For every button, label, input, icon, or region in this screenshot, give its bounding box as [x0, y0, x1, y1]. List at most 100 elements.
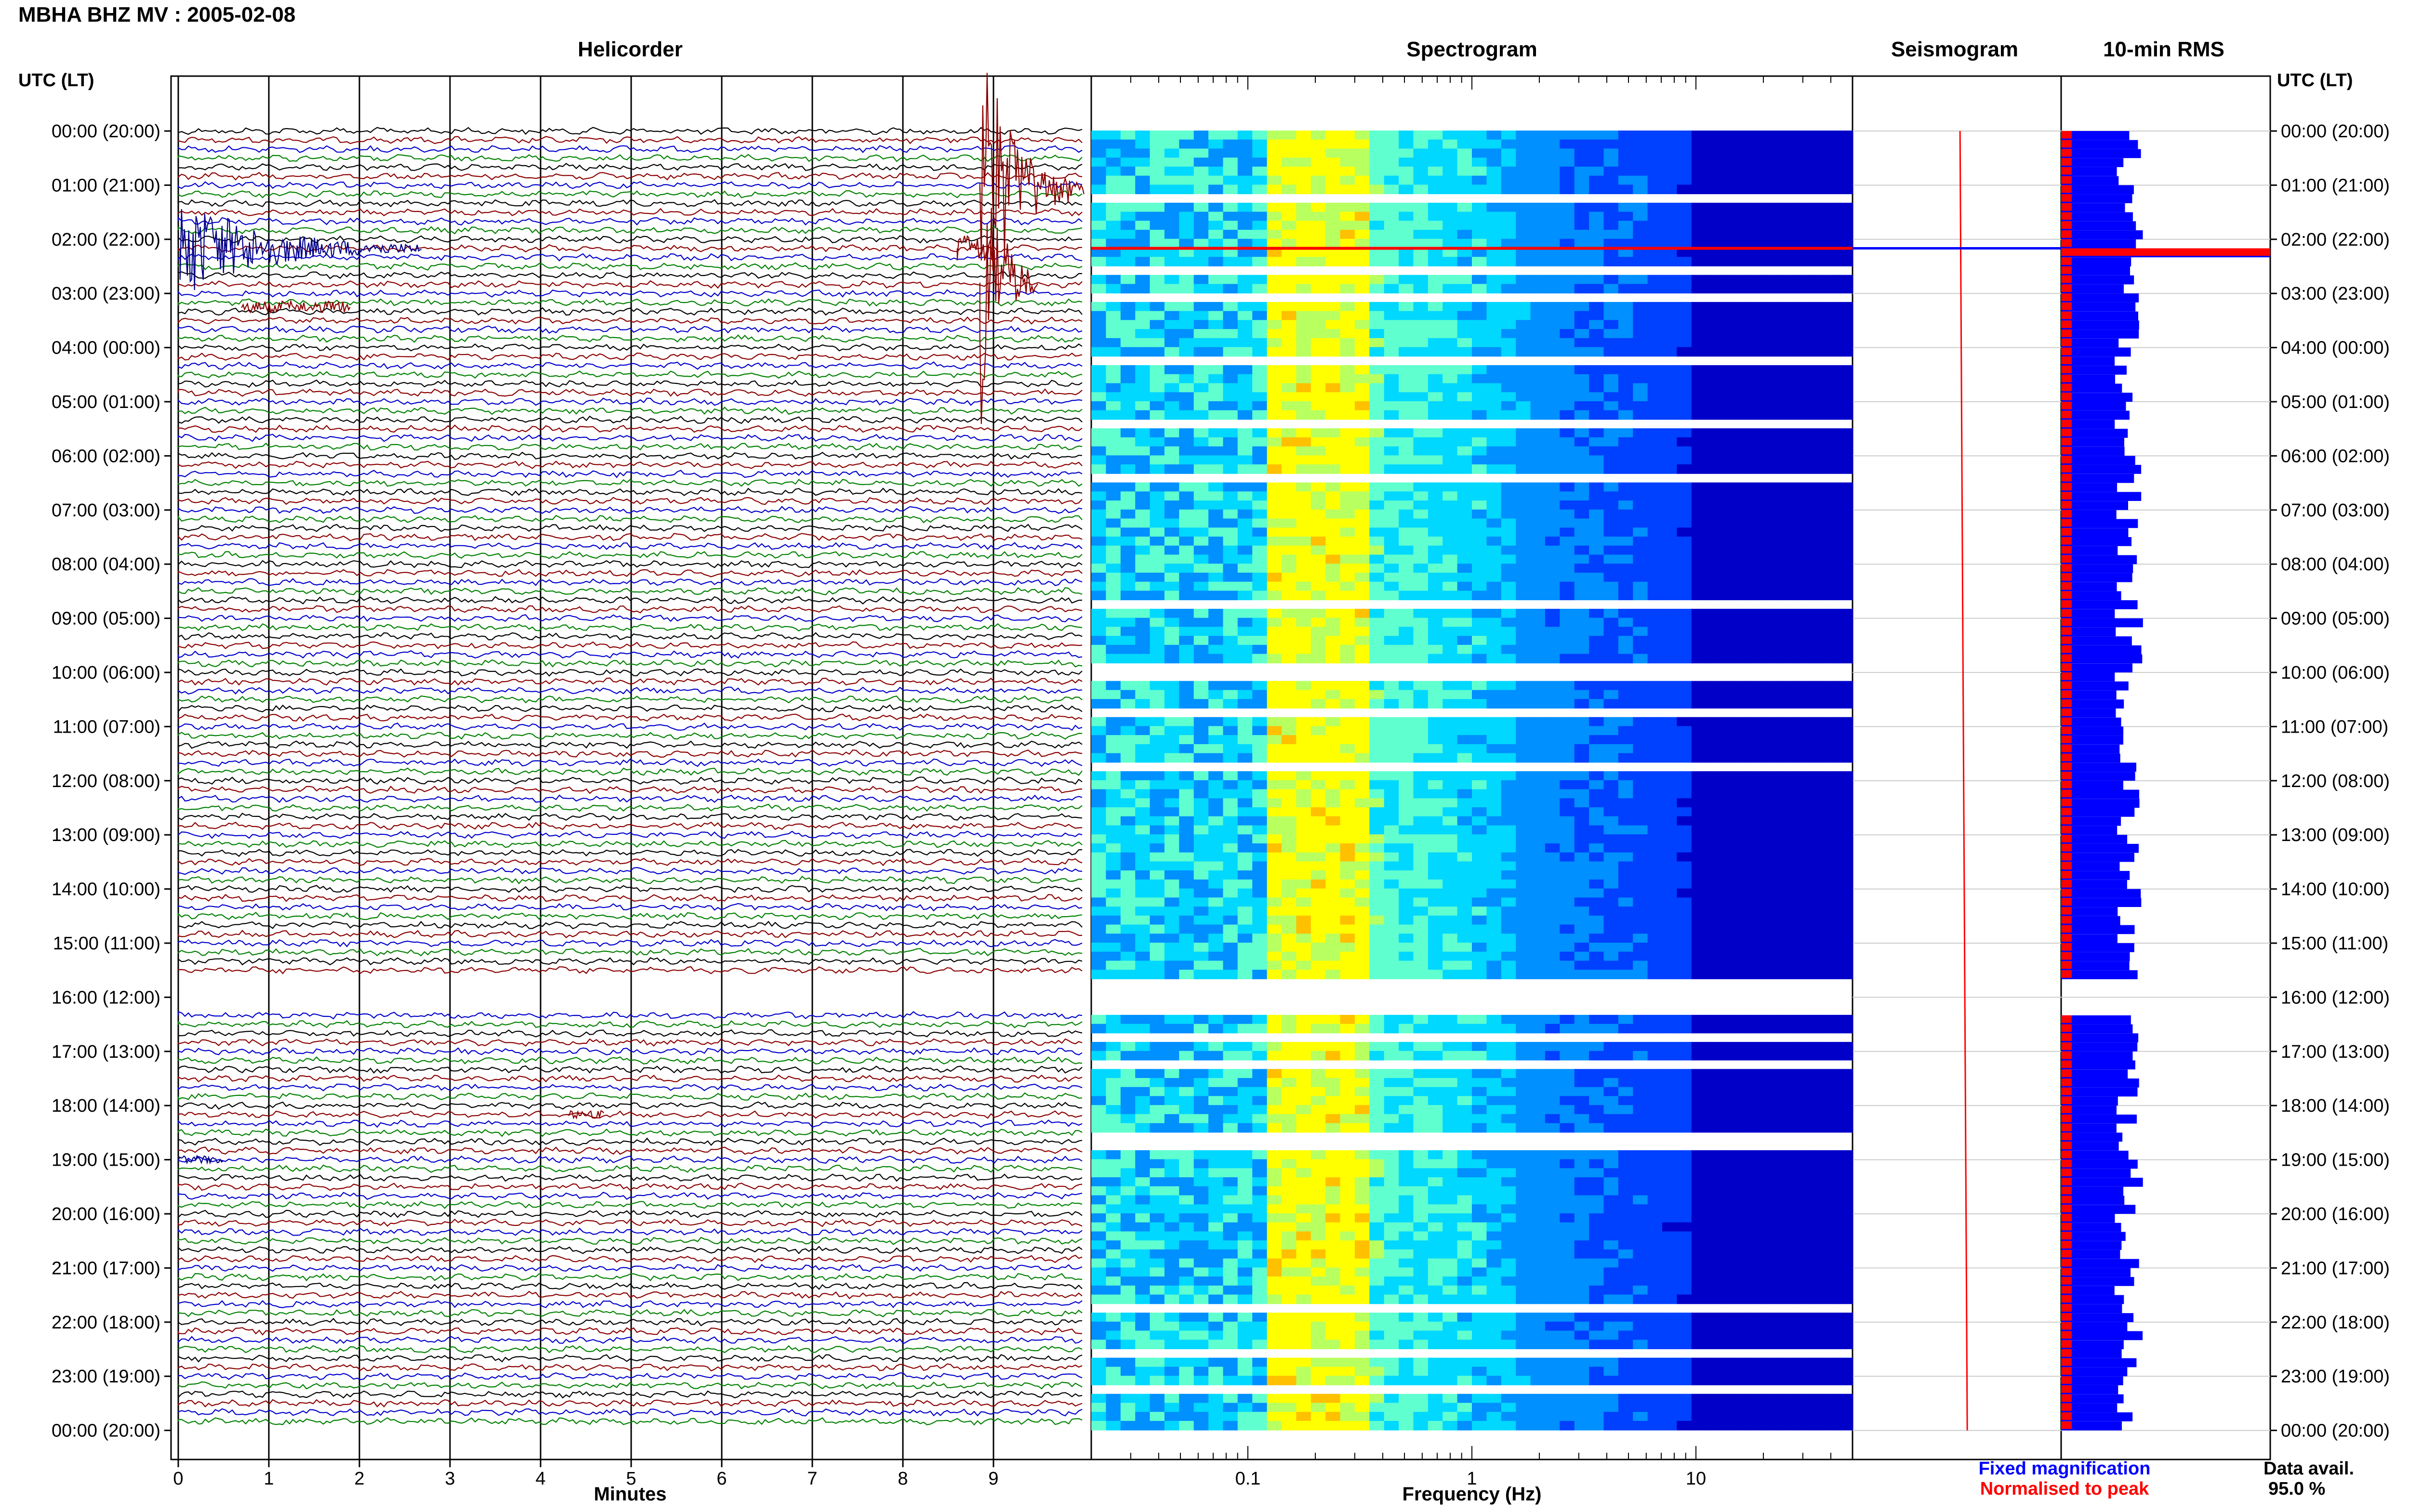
spectrogram-cell	[1486, 320, 1502, 330]
spectrogram-cell	[1193, 636, 1209, 645]
spectrogram-cell	[1443, 907, 1458, 916]
spectrogram-cell	[1647, 744, 1663, 754]
y-tick-label-left: 05:00 (01:00)	[52, 392, 160, 412]
spectrogram-cell	[1354, 482, 1370, 492]
spectrogram-cell	[1340, 888, 1355, 898]
spectrogram-cell	[1369, 608, 1385, 618]
spectrogram-cell	[1443, 1078, 1458, 1088]
spectrogram-cell	[1647, 717, 1663, 727]
spectrogram-cell	[1530, 374, 1546, 384]
spectrogram-cell	[1486, 527, 1502, 537]
spectrogram-cell	[1179, 148, 1194, 158]
spectrogram-cell	[1384, 627, 1400, 636]
spectrogram-cell	[1325, 618, 1341, 628]
spectrogram-cell	[1618, 798, 1634, 808]
spectrogram-cell	[1443, 717, 1458, 727]
spectrogram-cell	[1296, 618, 1311, 628]
spectrogram-cell	[1486, 834, 1502, 844]
spectrogram-cell	[1574, 347, 1590, 357]
spectrogram-cell	[1325, 311, 1341, 321]
spectrogram-cell	[1706, 564, 1721, 573]
spectrogram-cell	[1823, 139, 1839, 149]
spectrogram-cell	[1823, 771, 1839, 781]
spectrogram-cell	[1310, 816, 1326, 826]
spectrogram-cell	[1150, 591, 1165, 601]
spectrogram-cell	[1721, 807, 1736, 817]
spectrogram-cell	[1735, 202, 1751, 212]
spectrogram-cell	[1501, 572, 1517, 582]
spectrogram-cell	[1443, 158, 1458, 167]
spectrogram-cell	[1091, 816, 1107, 826]
spectrogram-cell	[1501, 338, 1517, 348]
spectrogram-cell	[1179, 843, 1194, 853]
spectrogram-cell	[1091, 202, 1107, 212]
spectrogram-cell	[1823, 374, 1839, 384]
spectrogram-cell	[1545, 681, 1561, 691]
spectrogram-cell	[1706, 627, 1721, 636]
helicorder-trace	[177, 849, 1083, 857]
spectrogram-cell	[1764, 627, 1780, 636]
spectrogram-cell	[1267, 581, 1282, 592]
spectrogram-cell	[1325, 816, 1341, 826]
spectrogram-cell	[1354, 907, 1370, 916]
spectrogram-cell	[1237, 753, 1253, 763]
spectrogram-cell	[1662, 311, 1678, 321]
spectrogram-cell	[1603, 1069, 1619, 1078]
spectrogram-cell	[1560, 780, 1575, 790]
spectrogram-cell	[1193, 1051, 1209, 1061]
spectrogram-cell	[1428, 564, 1443, 573]
spectrogram-cell	[1618, 554, 1634, 565]
spectrogram-cell	[1779, 933, 1795, 943]
spectrogram-cell	[1282, 780, 1297, 790]
spectrogram-cell	[1794, 690, 1809, 700]
spectrogram-cell	[1560, 509, 1575, 519]
spectrogram-cell	[1443, 392, 1458, 402]
spectrogram-cell	[1384, 1051, 1400, 1061]
spectrogram-cell	[1472, 238, 1487, 249]
spectrogram-cell	[1589, 618, 1604, 628]
spectrogram-cell	[1545, 365, 1561, 375]
spectrogram-cell	[1179, 1042, 1194, 1052]
spectrogram-cell	[1267, 825, 1282, 835]
spectrogram-cell	[1574, 644, 1590, 655]
spectrogram-cell	[1691, 320, 1707, 330]
helicorder-trace	[177, 1192, 1083, 1200]
spectrogram-cell	[1135, 735, 1151, 745]
spectrogram-cell	[1486, 284, 1502, 294]
spectrogram-cell	[1779, 500, 1795, 510]
spectrogram-cell	[1779, 699, 1795, 709]
spectrogram-cell	[1779, 545, 1795, 555]
spectrogram-cell	[1647, 591, 1663, 601]
spectrogram-cell	[1208, 184, 1224, 195]
spectrogram-cell	[1501, 437, 1517, 447]
spectrogram-cell	[1589, 744, 1604, 754]
spectrogram-cell	[1369, 564, 1385, 573]
spectrogram-cell	[1164, 870, 1180, 880]
spectrogram-cell	[1633, 825, 1648, 835]
spectrogram-cell	[1120, 131, 1136, 140]
spectrogram-cell	[1501, 690, 1517, 700]
spectrogram-cell	[1150, 329, 1165, 339]
y-tick-label-right: 09:00 (05:00)	[2281, 609, 2390, 629]
spectrogram-cell	[1706, 852, 1721, 862]
spectrogram-cell	[1706, 951, 1721, 961]
spectrogram-cell	[1223, 879, 1238, 889]
spectrogram-cell	[1135, 139, 1151, 149]
spectrogram-cell	[1823, 924, 1839, 934]
helicorder-trace	[177, 1047, 1083, 1056]
spectrogram-cell	[1779, 735, 1795, 745]
spectrogram-cell	[1428, 509, 1443, 519]
spectrogram-cell	[1091, 699, 1107, 709]
spectrogram-cell	[1677, 338, 1692, 348]
spectrogram-cell	[1516, 464, 1531, 474]
spectrogram-cell	[1193, 392, 1209, 402]
spectrogram-cell	[1838, 537, 1853, 546]
spectrogram-cell	[1267, 509, 1282, 519]
spectrogram-cell	[1794, 907, 1809, 916]
spectrogram-cell	[1267, 608, 1282, 618]
spectrogram-cell	[1120, 933, 1136, 943]
helicorder-trace	[177, 1354, 1083, 1363]
spectrogram-cell	[1589, 636, 1604, 645]
spectrogram-cell	[1545, 591, 1561, 601]
spectrogram-cell	[1706, 915, 1721, 925]
